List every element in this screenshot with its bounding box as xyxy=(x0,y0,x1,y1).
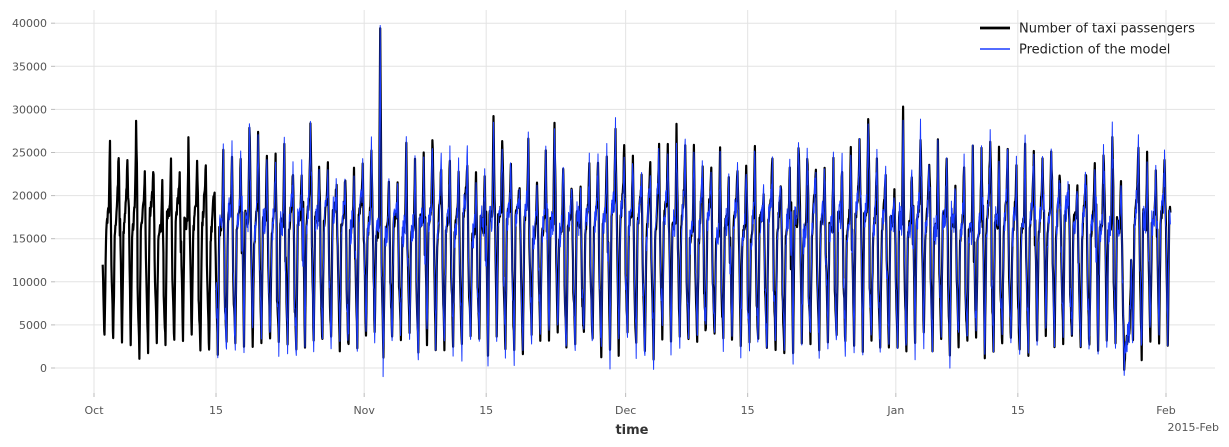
y-tick-label: 20000 xyxy=(12,190,47,203)
x-tick-label: 15 xyxy=(1011,404,1025,417)
legend: Number of taxi passengers Prediction of t… xyxy=(980,22,1195,58)
y-tick-label: 15000 xyxy=(12,233,47,246)
y-tick-label: 40000 xyxy=(12,17,47,30)
x-tick-label: 15 xyxy=(479,404,493,417)
x-axis-offset-label: 2015-Feb xyxy=(1168,421,1219,434)
x-tick-label: Oct xyxy=(84,404,104,417)
y-tick-label: 10000 xyxy=(12,276,47,289)
x-tick-label: 15 xyxy=(209,404,223,417)
y-tick-label: 5000 xyxy=(19,319,47,332)
x-axis: Oct 15 Nov 15 Dec 15 Jan 15 Feb xyxy=(84,393,1176,417)
y-tick-label: 35000 xyxy=(12,60,47,73)
x-tick-label: Jan xyxy=(886,404,904,417)
y-tick-label: 0 xyxy=(40,362,47,375)
y-tick-label: 25000 xyxy=(12,147,47,160)
x-tick-label: Nov xyxy=(353,404,375,417)
x-tick-label: Feb xyxy=(1156,404,1175,417)
y-tick-label: 30000 xyxy=(12,103,47,116)
legend-label: Number of taxi passengers xyxy=(1019,22,1195,37)
y-axis: 0 5000 10000 15000 20000 25000 30000 35000 40000 xyxy=(12,17,55,375)
series-layer xyxy=(101,25,1172,378)
series-line-prediction xyxy=(215,25,1171,378)
legend-label: Prediction of the model xyxy=(1019,43,1170,58)
x-axis-title: time xyxy=(615,423,648,438)
x-tick-label: Dec xyxy=(615,404,636,417)
x-tick-label: 15 xyxy=(741,404,755,417)
